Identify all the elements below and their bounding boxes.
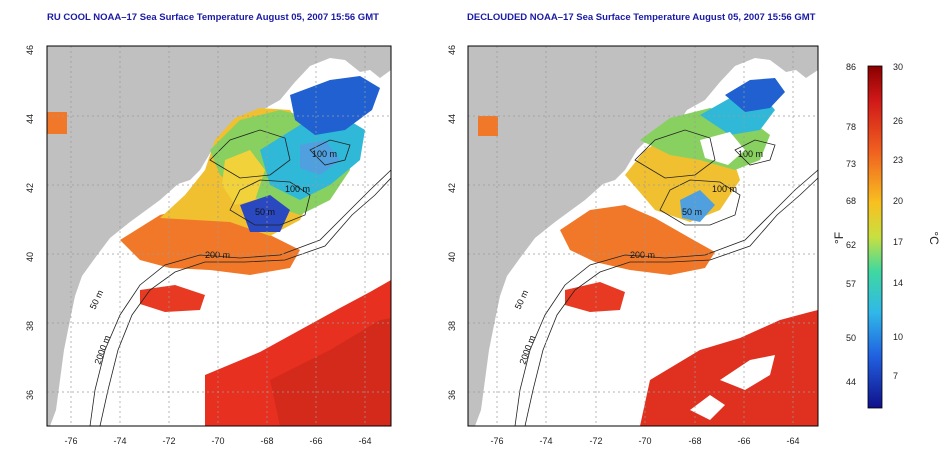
left-y-tick: 40	[25, 252, 35, 262]
colorbar-c-tick: 23	[893, 155, 903, 165]
right-contour-label-1: 100 m	[738, 149, 763, 159]
right-x-tick: -70	[638, 436, 651, 446]
right-contours	[514, 129, 818, 426]
left-y-tick: 44	[25, 114, 35, 124]
colorbar-f-tick: 44	[846, 377, 856, 387]
left-land	[47, 46, 391, 426]
right-x-tick: -66	[737, 436, 750, 446]
right-sst-south-gap	[720, 355, 775, 390]
right-x-tick: -74	[539, 436, 552, 446]
left-x-tick: -72	[162, 436, 175, 446]
colorbar-f-tick: 68	[846, 196, 856, 206]
right-map-frame	[467, 45, 819, 427]
right-y-tick: 40	[447, 252, 457, 262]
right-map-title: DECLOUDED NOAA–17 Sea Surface Temperatur…	[467, 12, 816, 23]
left-contour-label-1: 100 m	[312, 149, 337, 159]
right-y-tick: 42	[447, 183, 457, 193]
colorbar-c-tick: 20	[893, 196, 903, 206]
left-map-frame	[46, 45, 392, 427]
left-y-tick: 42	[25, 183, 35, 193]
left-map-area: 100 m 100 m 50 m 200 m 50 m 2000 m	[47, 46, 391, 426]
left-contours	[89, 129, 391, 426]
left-sst-south-dark	[270, 318, 391, 426]
colorbar-f-tick: 73	[846, 159, 856, 169]
left-x-axis: -76 -74 -72 -70 -68 -66 -64	[64, 436, 371, 446]
left-sst-orange	[120, 205, 300, 275]
left-y-axis: 46 44 42 40 38 36	[25, 45, 35, 400]
left-x-tick: -64	[358, 436, 371, 446]
right-sst-patch	[565, 282, 625, 312]
left-y-tick: 46	[25, 45, 35, 55]
right-land	[468, 46, 818, 426]
right-x-tick: -68	[688, 436, 701, 446]
right-cloud-gap-2	[740, 165, 790, 200]
left-map-title: RU COOL NOAA–17 Sea Surface Temperature …	[47, 12, 379, 23]
colorbar-f-tick: 78	[846, 122, 856, 132]
colorbar	[867, 65, 883, 409]
right-contour-label-3: 50 m	[682, 207, 702, 217]
right-contour-label-4: 200 m	[630, 250, 655, 260]
left-x-tick: -66	[309, 436, 322, 446]
left-contour-label-2: 100 m	[285, 184, 310, 194]
colorbar-c-tick: 17	[893, 237, 903, 247]
left-sst-patch	[140, 285, 205, 312]
colorbar-c-tick: 26	[893, 116, 903, 126]
right-x-tick: -64	[786, 436, 799, 446]
colorbar-c-tick: 10	[893, 332, 903, 342]
colorbar-c-tick: 30	[893, 62, 903, 72]
colorbar-fahrenheit-label: °F	[832, 232, 846, 244]
left-grid	[47, 46, 391, 426]
colorbar-f-tick: 50	[846, 333, 856, 343]
left-contour-label-4: 200 m	[205, 250, 230, 260]
left-sst-deepblue	[240, 195, 290, 232]
left-sst-west	[47, 112, 67, 134]
right-contour-label-2: 100 m	[712, 184, 737, 194]
right-y-tick: 38	[447, 321, 457, 331]
right-y-tick: 36	[447, 390, 457, 400]
left-x-tick: -74	[113, 436, 126, 446]
colorbar-c-tick: 14	[893, 278, 903, 288]
colorbar-c-ticks: 30 26 23 20 17 14 10 7	[893, 62, 903, 381]
right-sst-lightblue	[680, 190, 715, 222]
colorbar-f-tick: 86	[846, 62, 856, 72]
right-y-tick: 44	[447, 114, 457, 124]
right-sst-south	[640, 310, 818, 426]
right-y-tick: 46	[447, 45, 457, 55]
colorbar-celsius-label: °C	[927, 231, 941, 245]
colorbar-f-tick: 62	[846, 240, 856, 250]
left-y-tick: 38	[25, 321, 35, 331]
left-x-tick: -68	[260, 436, 273, 446]
left-contour-label-3: 50 m	[255, 207, 275, 217]
right-x-tick: -76	[490, 436, 503, 446]
left-sst-blue	[290, 76, 380, 135]
colorbar-c-tick: 7	[893, 371, 898, 381]
right-y-axis: 46 44 42 40 38 36	[447, 45, 457, 400]
left-y-tick: 36	[25, 390, 35, 400]
colorbar-f-ticks: 86 78 73 68 62 57 50 44	[846, 62, 856, 387]
right-grid	[468, 46, 818, 426]
colorbar-f-tick: 57	[846, 279, 856, 289]
left-sst-lightblue	[300, 140, 340, 175]
right-cloud-gap	[700, 132, 745, 165]
right-sst-west	[478, 116, 498, 136]
right-sst-south-gap-2	[690, 395, 725, 420]
right-sst-blue	[725, 78, 785, 112]
left-x-tick: -70	[211, 436, 224, 446]
right-x-tick: -72	[589, 436, 602, 446]
right-map-area: 100 m 100 m 50 m 200 m 50 m 2000 m	[468, 46, 818, 426]
right-x-axis: -76 -74 -72 -70 -68 -66 -64	[490, 436, 799, 446]
left-x-tick: -76	[64, 436, 77, 446]
